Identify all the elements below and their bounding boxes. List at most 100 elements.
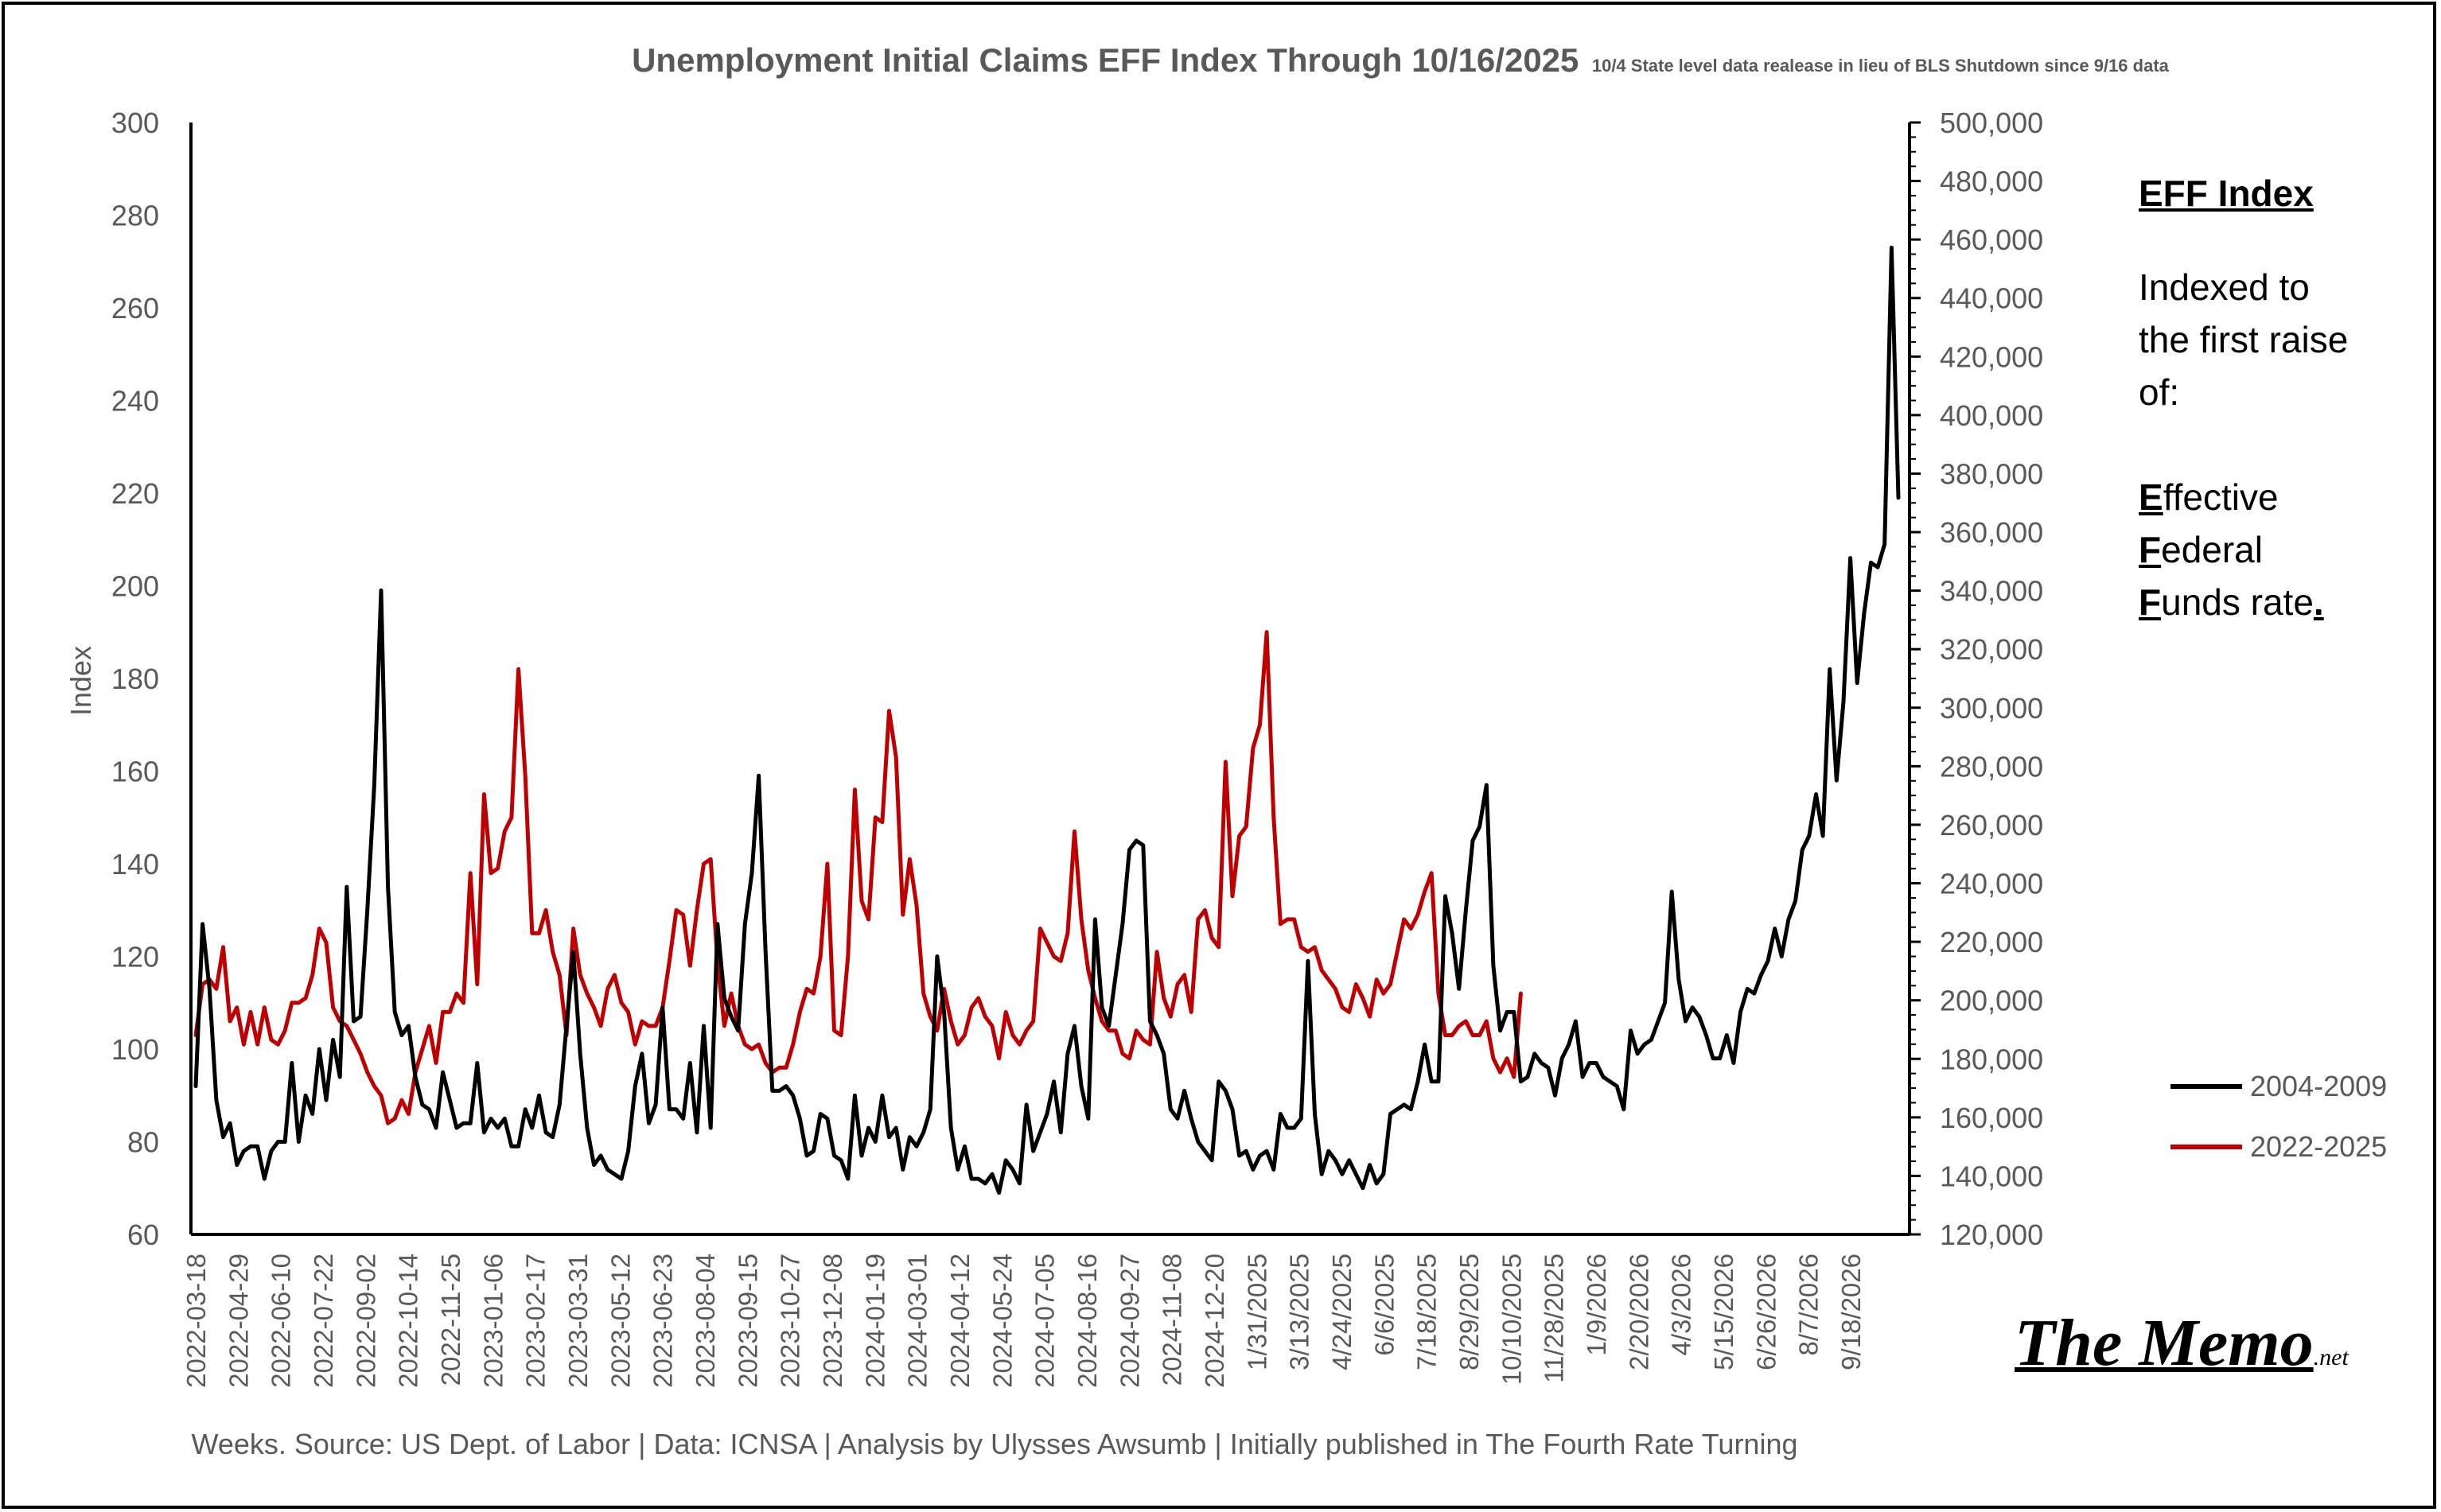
- y2-tick-label: 240,000: [1940, 868, 2043, 900]
- y-tick-label: 280: [111, 200, 159, 232]
- x-tick-label: 8/29/2025: [1454, 1254, 1484, 1370]
- x-tick-label: 8/7/2026: [1794, 1254, 1824, 1355]
- x-tick-label: 2023-01-06: [478, 1254, 508, 1388]
- y2-tick-label: 160,000: [1940, 1102, 2043, 1134]
- y2-tick-label: 480,000: [1940, 165, 2043, 198]
- x-tick-label: 2022-09-02: [351, 1254, 380, 1388]
- x-tick-label: 5/15/2026: [1709, 1254, 1738, 1370]
- y-tick-label: 140: [111, 848, 159, 880]
- legend: 2004-2009 2022-2025: [2170, 1070, 2387, 1163]
- y-tick-label: 180: [111, 663, 159, 695]
- y2-tick-label: 300,000: [1940, 692, 2043, 725]
- y2-tick-label: 400,000: [1940, 399, 2043, 432]
- x-tick-label: 7/18/2025: [1412, 1254, 1442, 1370]
- y-tick-label: 220: [111, 477, 159, 510]
- right-y-axis: 120,000 140,000 160,000 180,000 200,000 220,0…: [1908, 107, 2043, 1251]
- x-tick-label: 2022-11-25: [436, 1254, 465, 1386]
- x-tick-label: 6/6/2025: [1369, 1254, 1399, 1355]
- x-tick-label: 2023-09-15: [733, 1254, 762, 1388]
- y2-tick-label: 280,000: [1940, 750, 2043, 783]
- x-tick-label: 4/24/2025: [1327, 1254, 1357, 1370]
- eff-expansion: Effective Federal Funds rate.: [2139, 471, 2409, 628]
- x-tick-label: 4/3/2026: [1667, 1254, 1696, 1355]
- x-tick-label: 2022-07-22: [309, 1254, 338, 1388]
- y2-tick-label: 340,000: [1940, 575, 2043, 608]
- y-tick-label: 200: [111, 570, 159, 603]
- x-axis: 2022-03-18 2022-04-29 2022-06-10 2022-07-22…: [181, 1233, 1910, 1388]
- x-tick-label: 1/9/2026: [1582, 1254, 1611, 1355]
- y-tick-label: 80: [127, 1126, 159, 1159]
- eff-line-effective: Effective: [2139, 476, 2279, 518]
- y2-tick-label: 380,000: [1940, 457, 2043, 490]
- description-line: of:: [2139, 371, 2180, 413]
- y2-tick-label: 120,000: [1940, 1219, 2043, 1251]
- y2-tick-label: 180,000: [1940, 1043, 2043, 1075]
- x-tick-label: 11/28/2025: [1540, 1254, 1569, 1383]
- x-tick-label: 2022-06-10: [267, 1254, 296, 1388]
- y2-tick-label: 440,000: [1940, 282, 2043, 315]
- legend-label: 2022-2025: [2250, 1130, 2387, 1163]
- x-tick-label: 2024-01-19: [860, 1254, 890, 1388]
- y2-tick-label: 420,000: [1940, 340, 2043, 373]
- legend-label: 2004-2009: [2250, 1070, 2387, 1102]
- y-tick-label: 260: [111, 292, 159, 325]
- x-tick-label: 2024-08-16: [1073, 1254, 1102, 1388]
- x-tick-label: 2024-05-24: [987, 1254, 1017, 1388]
- y-tick-label: 120: [111, 941, 159, 974]
- y2-tick-label: 140,000: [1940, 1160, 2043, 1192]
- chart-title-group: Unemployment Initial Claims EFF Index Th…: [632, 41, 2170, 79]
- y-axis-label: Index: [64, 646, 97, 716]
- x-tick-label: 9/18/2026: [1836, 1254, 1866, 1370]
- series-line-2022-2025: [193, 630, 1523, 1125]
- y-tick-label: 60: [127, 1219, 159, 1251]
- the-memo-logo: The Memo.net: [2015, 1306, 2349, 1380]
- x-tick-label: 2023-06-23: [648, 1254, 678, 1388]
- x-tick-label: 2023-05-12: [605, 1254, 635, 1388]
- y-tick-label: 100: [111, 1033, 159, 1066]
- y2-tick-label: 200,000: [1940, 985, 2043, 1017]
- x-axis-caption: Weeks. Source: US Dept. of Labor | Data:…: [191, 1428, 1797, 1460]
- chart-title: Unemployment Initial Claims EFF Index Th…: [632, 41, 1579, 79]
- y-tick-label: 240: [111, 385, 159, 418]
- x-tick-label: 2023-10-27: [776, 1254, 805, 1388]
- series-layer: [193, 245, 1901, 1195]
- x-tick-label: 2024-04-12: [945, 1254, 975, 1388]
- x-tick-label: 2024-07-05: [1030, 1254, 1060, 1388]
- y2-tick-label: 360,000: [1940, 516, 2043, 549]
- x-tick-label: 2024-09-27: [1115, 1254, 1144, 1388]
- x-tick-label: 2022-04-29: [224, 1254, 253, 1388]
- x-tick-label: 2024-03-01: [903, 1254, 932, 1388]
- series-line-2004-2009: [193, 245, 1901, 1195]
- y2-tick-label: 320,000: [1940, 633, 2043, 666]
- chart-subtitle: 10/4 State level data realease in lieu o…: [1592, 56, 2170, 76]
- eff-index-panel: EFF Index Indexed to the first raise of:…: [2139, 167, 2409, 628]
- x-tick-label: 2/20/2026: [1624, 1254, 1653, 1370]
- description-line: the first raise: [2139, 319, 2349, 360]
- x-tick-label: 2023-12-08: [818, 1254, 847, 1388]
- x-tick-label: 3/13/2025: [1285, 1254, 1314, 1370]
- left-y-axis: 60 80 100 120 140 160 180 200 220 240 260 280 300: [111, 107, 193, 1251]
- x-tick-label: 2022-03-18: [181, 1254, 211, 1388]
- eff-index-description: Indexed to the first raise of:: [2139, 261, 2409, 418]
- y-tick-label: 300: [111, 107, 159, 139]
- x-tick-label: 6/26/2026: [1751, 1254, 1781, 1370]
- x-tick-label: 10/10/2025: [1497, 1254, 1526, 1385]
- y2-tick-label: 500,000: [1940, 107, 2043, 139]
- x-tick-label: 2023-02-17: [521, 1254, 551, 1388]
- y2-tick-label: 260,000: [1940, 809, 2043, 842]
- y2-tick-label: 220,000: [1940, 926, 2043, 958]
- eff-index-heading: EFF Index: [2139, 173, 2314, 214]
- x-tick-label: 2022-10-14: [394, 1254, 423, 1388]
- x-tick-label: 2023-03-31: [563, 1254, 593, 1388]
- eff-line-federal: Federal: [2139, 529, 2263, 570]
- y2-tick-label: 460,000: [1940, 223, 2043, 256]
- eff-line-funds-rate: Funds rate.: [2139, 581, 2324, 623]
- x-tick-label: 2024-11-08: [1158, 1254, 1187, 1386]
- description-line: Indexed to: [2139, 266, 2310, 308]
- x-tick-label: 1/31/2025: [1242, 1254, 1271, 1370]
- x-tick-label: 2024-12-20: [1200, 1254, 1229, 1388]
- y-tick-label: 160: [111, 756, 159, 788]
- x-tick-label: 2023-08-04: [691, 1254, 720, 1388]
